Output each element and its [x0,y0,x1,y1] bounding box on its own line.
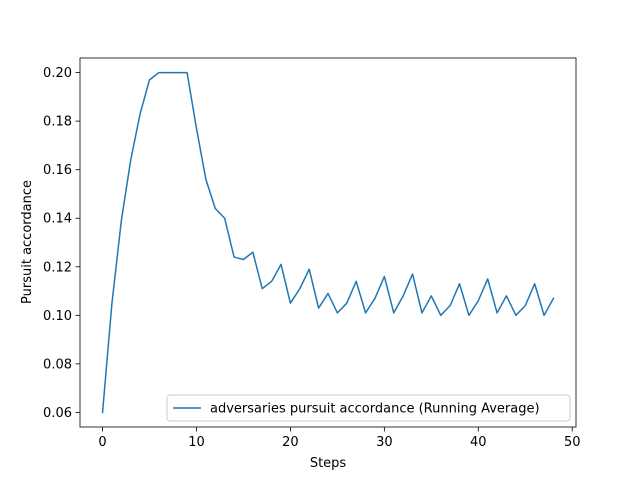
y-tick-label: 0.08 [43,357,72,372]
y-tick-label: 0.06 [43,406,72,421]
plot-layer [101,71,555,414]
y-tick-label: 0.20 [43,66,72,81]
y-tick-label: 0.10 [43,309,72,324]
y-tick-label: 0.16 [43,163,72,178]
legend-box [166,394,571,422]
x-tick-label: 0 [98,435,106,450]
axes-layer: 0 10 20 30 40 50 0.06 0.08 0.10 0.12 0.14 0.16 0.18 0… [43,57,581,450]
series-line-0 [101,71,555,414]
x-tick-label: 40 [470,435,487,450]
axes-frame [79,57,577,428]
legend-label: adversaries pursuit accordance (Running … [210,402,540,417]
legend: adversaries pursuit accordance (Running … [166,394,571,422]
x-tick-label: 50 [564,435,581,450]
x-axis-label: Steps [310,456,347,471]
x-tick-label: 30 [376,435,393,450]
y-tick-label: 0.14 [43,212,72,227]
y-tick-label: 0.18 [43,115,72,130]
x-tick-label: 10 [188,435,205,450]
x-tick-label: 20 [282,435,299,450]
y-axis-label: Pursuit accordance [20,180,35,304]
y-tick-label: 0.12 [43,260,72,275]
